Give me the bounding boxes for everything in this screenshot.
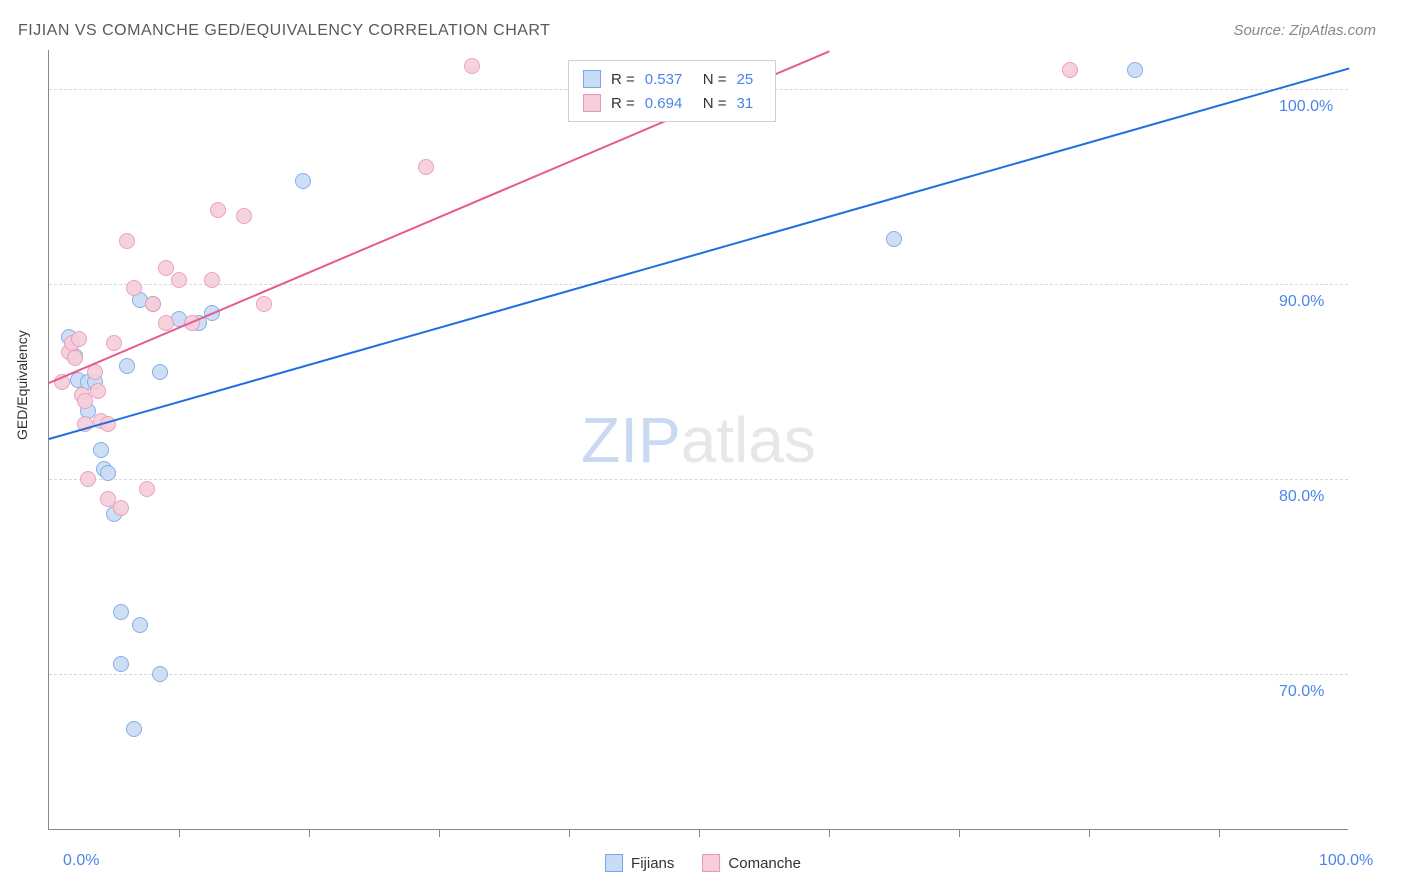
legend-r-value: 0.694 bbox=[645, 95, 693, 112]
legend-r-label: R = bbox=[611, 71, 635, 88]
data-point bbox=[132, 617, 148, 633]
data-point bbox=[100, 465, 116, 481]
data-point bbox=[204, 272, 220, 288]
legend-n-label: N = bbox=[703, 95, 727, 112]
x-min-label: 0.0% bbox=[63, 852, 99, 870]
gridline bbox=[49, 674, 1348, 675]
watermark: ZIPatlas bbox=[581, 403, 816, 477]
x-tick bbox=[699, 829, 700, 837]
series-legend-item: Comanche bbox=[702, 854, 801, 872]
data-point bbox=[71, 331, 87, 347]
x-tick bbox=[1089, 829, 1090, 837]
data-point bbox=[126, 721, 142, 737]
series-legend: Fijians Comanche bbox=[605, 854, 801, 872]
x-tick bbox=[569, 829, 570, 837]
data-point bbox=[158, 260, 174, 276]
x-tick bbox=[1219, 829, 1220, 837]
data-point bbox=[119, 358, 135, 374]
data-point bbox=[418, 159, 434, 175]
x-tick bbox=[829, 829, 830, 837]
data-point bbox=[1062, 62, 1078, 78]
legend-r-label: R = bbox=[611, 95, 635, 112]
x-tick bbox=[179, 829, 180, 837]
legend-n-value: 31 bbox=[737, 95, 761, 112]
data-point bbox=[171, 272, 187, 288]
gridline bbox=[49, 284, 1348, 285]
legend-n-label: N = bbox=[703, 71, 727, 88]
data-point bbox=[106, 335, 122, 351]
legend-n-value: 25 bbox=[737, 71, 761, 88]
data-point bbox=[113, 604, 129, 620]
series-name: Fijians bbox=[631, 855, 674, 872]
data-point bbox=[80, 471, 96, 487]
legend-swatch bbox=[583, 70, 601, 88]
data-point bbox=[119, 233, 135, 249]
legend-row: R = 0.694 N = 31 bbox=[583, 91, 761, 115]
legend-swatch bbox=[605, 854, 623, 872]
series-name: Comanche bbox=[728, 855, 801, 872]
legend-swatch bbox=[583, 94, 601, 112]
data-point bbox=[113, 500, 129, 516]
data-point bbox=[295, 173, 311, 189]
x-max-label: 100.0% bbox=[1319, 852, 1373, 870]
data-point bbox=[152, 666, 168, 682]
data-point bbox=[113, 656, 129, 672]
trend-line bbox=[49, 68, 1350, 440]
y-tick-label: 90.0% bbox=[1279, 293, 1324, 311]
series-legend-item: Fijians bbox=[605, 854, 674, 872]
data-point bbox=[886, 231, 902, 247]
correlation-legend: R = 0.537 N = 25 R = 0.694 N = 31 bbox=[568, 60, 776, 122]
legend-row: R = 0.537 N = 25 bbox=[583, 67, 761, 91]
x-tick bbox=[309, 829, 310, 837]
data-point bbox=[126, 280, 142, 296]
data-point bbox=[152, 364, 168, 380]
data-point bbox=[464, 58, 480, 74]
y-tick-label: 100.0% bbox=[1279, 98, 1333, 116]
y-tick-label: 70.0% bbox=[1279, 683, 1324, 701]
plot-area: ZIPatlas 70.0%80.0%90.0%100.0%0.0%100.0% bbox=[48, 50, 1348, 830]
data-point bbox=[1127, 62, 1143, 78]
chart-title: FIJIAN VS COMANCHE GED/EQUIVALENCY CORRE… bbox=[18, 22, 550, 40]
data-point bbox=[67, 350, 83, 366]
data-point bbox=[236, 208, 252, 224]
data-point bbox=[90, 383, 106, 399]
x-tick bbox=[959, 829, 960, 837]
source-label: Source: ZipAtlas.com bbox=[1233, 22, 1376, 39]
y-tick-label: 80.0% bbox=[1279, 488, 1324, 506]
data-point bbox=[256, 296, 272, 312]
legend-r-value: 0.537 bbox=[645, 71, 693, 88]
x-tick bbox=[439, 829, 440, 837]
data-point bbox=[93, 442, 109, 458]
legend-swatch bbox=[702, 854, 720, 872]
data-point bbox=[139, 481, 155, 497]
data-point bbox=[210, 202, 226, 218]
y-axis-label: GED/Equivalency bbox=[14, 330, 30, 440]
gridline bbox=[49, 479, 1348, 480]
data-point bbox=[145, 296, 161, 312]
